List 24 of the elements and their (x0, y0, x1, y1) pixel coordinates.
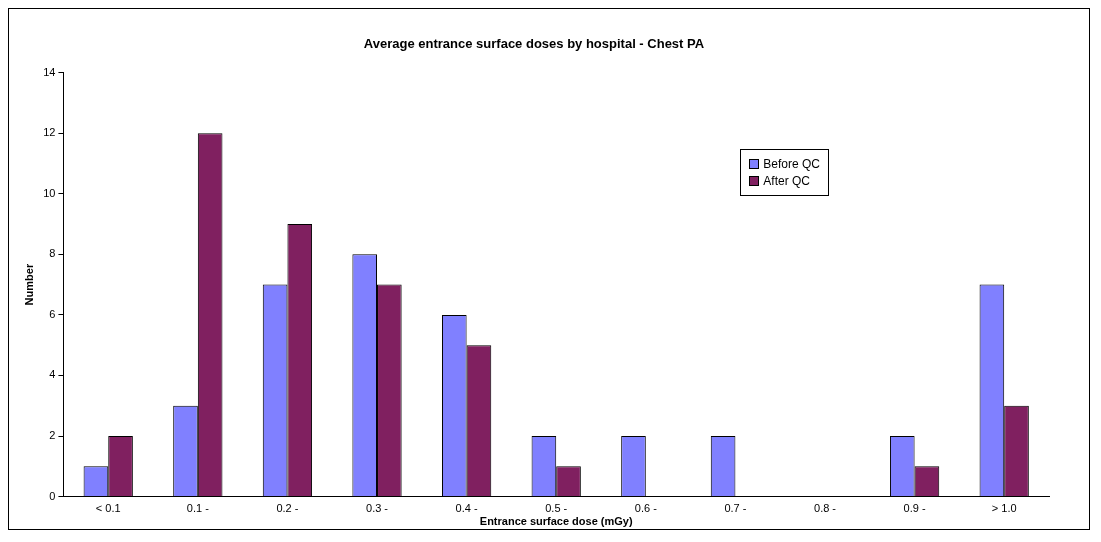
y-tick-label: 12 (43, 126, 56, 139)
x-axis-title: Entrance surface dose (mGy) (479, 515, 633, 528)
chart-title: Average entrance surface doses by hospital - Chest PA (363, 36, 705, 52)
legend-label: After QC (763, 174, 810, 188)
x-tick-label: > 1.0 (991, 502, 1017, 515)
x-tick-label: 0.3 - (366, 502, 389, 515)
legend-label: Before QC (763, 157, 820, 171)
x-tick-label: 0.8 - (814, 502, 837, 515)
y-tick-label: 4 (49, 368, 56, 381)
x-tick-label: 0.9 - (903, 502, 926, 515)
x-tick-label: < 0.1 (95, 502, 121, 515)
y-tick-label: 14 (43, 65, 56, 78)
x-tick-label: 0.2 - (276, 502, 299, 515)
x-tick-label: 0.1 - (186, 502, 210, 515)
y-tick-label: 6 (49, 307, 56, 320)
y-axis-title: Number (22, 263, 35, 306)
x-tick-label: 0.5 - (545, 502, 568, 515)
x-tick-label: 0.6 - (634, 502, 658, 515)
x-tick-label: 0.7 - (724, 502, 747, 515)
x-tick-label: 0.4 - (455, 502, 478, 515)
y-tick-label: 10 (43, 186, 56, 199)
y-tick-label: 2 (49, 429, 56, 442)
y-tick-label: 0 (49, 489, 56, 502)
y-tick-label: 8 (49, 247, 56, 260)
